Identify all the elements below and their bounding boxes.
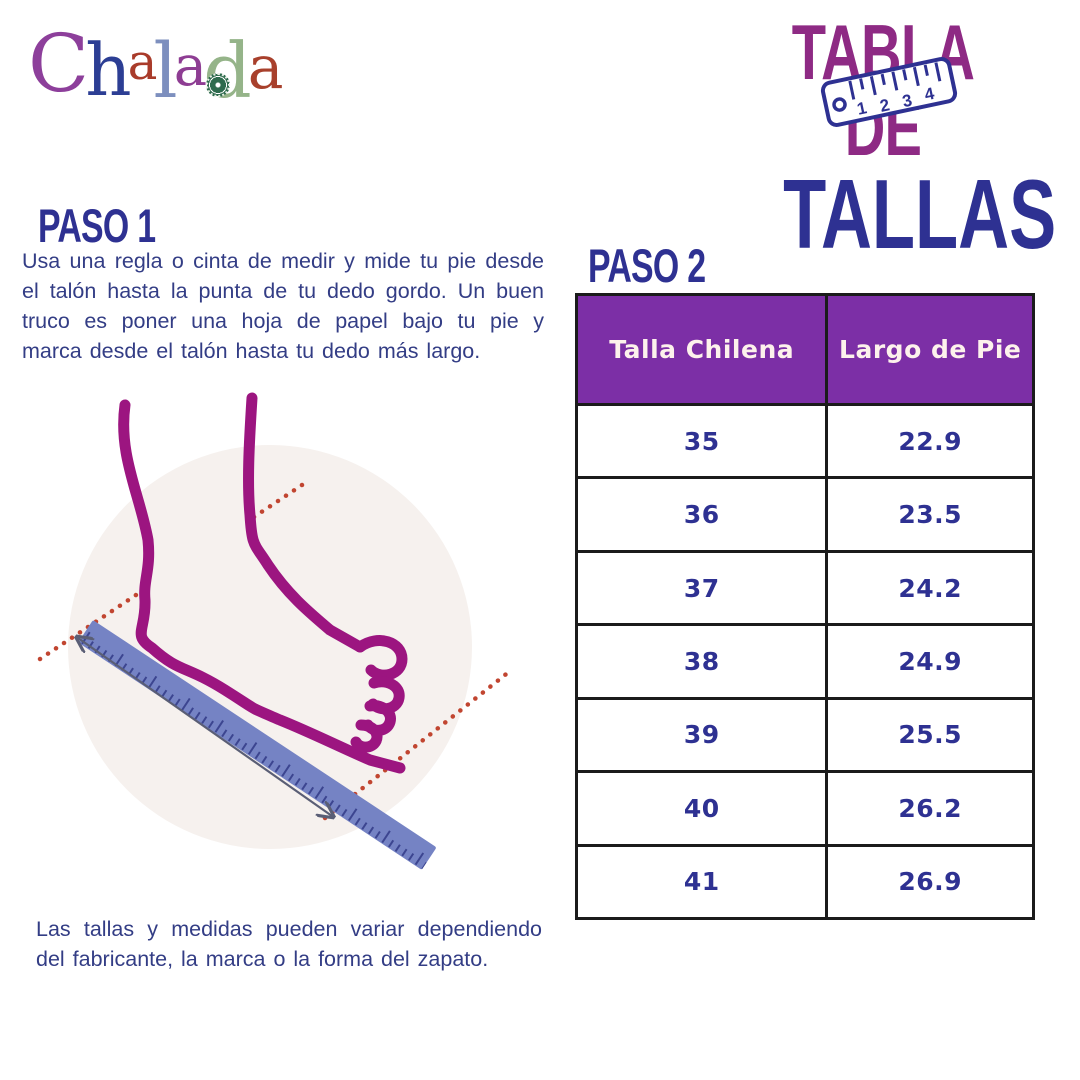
talla-cell: 41 — [574, 843, 829, 921]
ruler-icon: 1 2 3 4 — [818, 55, 959, 130]
step1-instructions: Usa una regla o cinta de medir y mide tu… — [22, 249, 544, 363]
footnote: Las tallas y medidas pueden variar depen… — [36, 917, 542, 971]
logo-letters: Chalad a — [28, 17, 284, 115]
largo-cell: 24.9 — [825, 623, 1035, 700]
ruler-icon-number: 4 — [923, 84, 937, 105]
table-row: 38 24.9 — [574, 623, 1035, 700]
logo-letter: a — [173, 34, 207, 99]
brand-logo: Chalad a — [28, 16, 284, 115]
title-line-2-text: TALLAS — [783, 159, 1057, 269]
largo-cell: 25.5 — [825, 696, 1035, 774]
foot-outline — [118, 392, 408, 774]
talla-cell: 37 — [574, 549, 829, 627]
largo-cell: 23.5 — [825, 476, 1035, 553]
largo-cell: 24.2 — [825, 549, 1035, 627]
flower-icon — [206, 73, 231, 97]
logo-letter: a — [247, 33, 284, 103]
table-header-row: Talla Chilena Largo de Pie — [574, 293, 1035, 406]
talla-cell: 40 — [574, 770, 829, 847]
measurement-arrow — [78, 638, 332, 816]
talla-cell: 38 — [574, 623, 829, 700]
talla-cell: 39 — [574, 696, 829, 774]
header-talla-chilena: Talla Chilena — [574, 293, 829, 406]
table-row: 39 25.5 — [574, 696, 1035, 774]
ruler-icon-number: 2 — [878, 95, 891, 116]
table-row: 40 26.2 — [574, 770, 1035, 847]
talla-cell: 36 — [574, 476, 829, 553]
talla-cell: 35 — [574, 402, 829, 480]
logo-letter: l — [153, 26, 177, 115]
step1-heading-text: PASO 1 — [38, 199, 156, 252]
step1-heading: PASO 1 — [38, 198, 201, 253]
ruler-icon-ticks — [848, 62, 942, 100]
table-row: 36 23.5 — [574, 476, 1035, 553]
size-table-body: 35 22.9 36 23.5 37 24.2 38 24.9 39 25.5 40 26.2 41 26… — [574, 402, 1035, 921]
table-row: 37 24.2 — [574, 549, 1035, 627]
table-row: 41 26.9 — [574, 843, 1035, 921]
logo-letter: C — [28, 17, 89, 110]
toe-dotted-line — [322, 668, 513, 821]
logo-letter: h — [85, 28, 131, 112]
ruler-icon-number: 1 — [855, 98, 868, 119]
logo-letter: a — [127, 33, 158, 91]
ruler-icon-number: 3 — [901, 91, 914, 112]
title-block: TABLA DE TALLAS 1 2 3 4 — [730, 13, 1056, 263]
header-largo-de-pie: Largo de Pie — [825, 293, 1035, 406]
size-table: Talla Chilena Largo de Pie 35 22.9 36 23.5 3… — [574, 293, 1035, 921]
table-row: 35 22.9 — [574, 402, 1035, 480]
largo-cell: 26.2 — [825, 770, 1035, 847]
largo-cell: 22.9 — [825, 402, 1035, 480]
logo-letter: d — [203, 26, 252, 115]
step2-heading-text: PASO 2 — [588, 239, 706, 292]
step2-heading: PASO 2 — [588, 238, 751, 293]
largo-cell: 26.9 — [825, 843, 1035, 921]
foot-measurement-illustration — [30, 385, 550, 885]
title-line-2: TALLAS — [730, 165, 1056, 263]
